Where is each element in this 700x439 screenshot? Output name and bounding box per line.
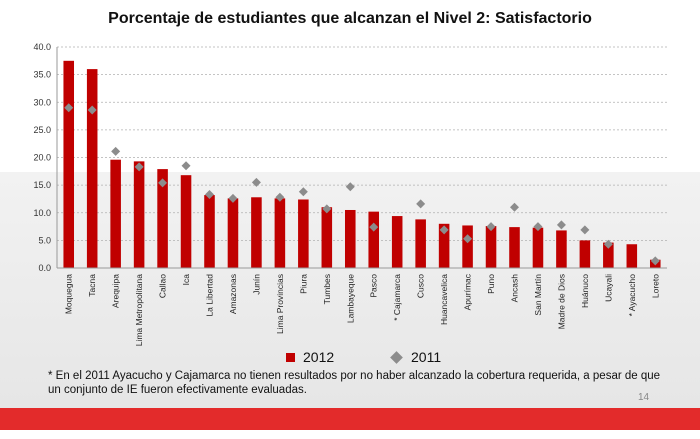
- bar-2012: [391, 216, 403, 268]
- category-label: Huánuco: [580, 274, 590, 308]
- category-label: Huancavelica: [439, 274, 449, 325]
- chart-title: Porcentaje de estudiantes que alcanzan e…: [108, 10, 592, 27]
- bar-2012: [86, 69, 98, 268]
- y-tick-label: 20.0: [33, 153, 51, 163]
- category-label: Callao: [158, 274, 168, 298]
- category-label: Ancash: [510, 274, 520, 303]
- category-label: Lima Metropolitana: [134, 274, 144, 347]
- marker-2011: [580, 225, 590, 235]
- bar-2012: [251, 197, 262, 268]
- bar-2012: [321, 207, 333, 268]
- legend-label-2011: 2011: [411, 349, 442, 365]
- page-number: 14: [638, 392, 650, 403]
- marker-2011: [228, 193, 238, 203]
- legend-item-2012: 2012: [286, 349, 334, 365]
- y-tick-label: 25.0: [33, 125, 51, 135]
- category-label: La Libertad: [205, 274, 215, 317]
- marker-2011: [251, 177, 261, 187]
- legend: 2012 2011: [0, 349, 700, 367]
- marker-2011: [345, 182, 355, 192]
- category-label: Arequipa: [111, 274, 121, 308]
- y-tick-label: 10.0: [33, 208, 51, 218]
- y-tick-label: 30.0: [33, 97, 51, 107]
- category-label: Cusco: [416, 274, 426, 298]
- marker-2011: [463, 234, 473, 244]
- marker-2011: [64, 103, 74, 113]
- bar-2012: [368, 211, 380, 268]
- bar-2012: [462, 225, 473, 268]
- category-label: San Martín: [533, 274, 543, 316]
- marker-2011: [650, 256, 660, 266]
- marker-2011: [510, 202, 519, 212]
- category-label: Junín: [251, 274, 261, 295]
- category-label: Piura: [298, 274, 308, 294]
- y-tick-label: 0.0: [38, 263, 51, 273]
- marker-2011: [111, 146, 121, 156]
- category-label: Tacna: [87, 274, 97, 297]
- bar-2012: [227, 198, 239, 268]
- marker-2011: [87, 105, 97, 115]
- category-label: Apurímac: [463, 273, 473, 310]
- category-label: Moquegua: [64, 274, 74, 314]
- bar-2012: [298, 199, 309, 268]
- marker-2011: [486, 222, 496, 232]
- marker-2011: [298, 187, 308, 197]
- bar-2012: [532, 227, 544, 268]
- marker-2011: [533, 222, 543, 232]
- bar-2012: [485, 226, 497, 268]
- bar-2012: [180, 175, 192, 268]
- bottom-accent-bar: [0, 408, 700, 430]
- marker-2011: [158, 178, 168, 188]
- bar-2012: [626, 244, 638, 268]
- bar-2012: [603, 242, 614, 268]
- bar-2012: [133, 161, 145, 268]
- category-label: Madre de Dios: [556, 274, 566, 329]
- bar-2012: [274, 198, 286, 268]
- bar-2012: [344, 209, 356, 268]
- marker-2011: [439, 225, 449, 235]
- bar-2012: [110, 159, 121, 268]
- legend-marker-2011: [390, 350, 403, 364]
- marker-2011: [134, 162, 144, 172]
- marker-2011: [181, 161, 191, 171]
- category-label: * Ayacucho: [627, 274, 637, 317]
- category-label: Lambayeque: [345, 274, 355, 323]
- category-label: Ucayali: [603, 274, 613, 302]
- marker-2011: [603, 239, 613, 249]
- y-tick-label: 5.0: [38, 235, 51, 245]
- category-label: Pasco: [369, 274, 379, 298]
- bar-2012: [509, 227, 520, 268]
- category-label: Loreto: [650, 274, 660, 298]
- y-tick-label: 15.0: [33, 180, 51, 190]
- bar-2012: [415, 219, 426, 268]
- bar-2012: [63, 60, 75, 268]
- category-label: Tumbes: [322, 274, 332, 304]
- y-tick-label: 40.0: [33, 42, 51, 52]
- marker-2011: [275, 192, 285, 202]
- legend-label-2012: 2012: [303, 349, 335, 365]
- marker-2011: [556, 220, 566, 230]
- bar-2012: [579, 240, 591, 268]
- footnote: * En el 2011 Ayacucho y Cajamarca no tie…: [48, 370, 661, 396]
- marker-2011: [322, 204, 332, 214]
- legend-item-2011: 2011: [390, 349, 442, 365]
- marker-2011: [416, 199, 426, 209]
- y-tick-label: 35.0: [33, 70, 51, 80]
- category-label: Ica: [181, 274, 191, 286]
- bar-2012: [157, 169, 168, 268]
- bar-2012: [438, 223, 450, 268]
- category-label: Amazonas: [228, 274, 238, 314]
- marker-2011: [205, 190, 214, 200]
- category-label: * Cajamarca: [392, 274, 402, 321]
- category-label: Lima Provincias: [275, 274, 285, 334]
- bar-2012: [204, 195, 215, 268]
- marker-2011: [369, 222, 379, 232]
- bar-2012: [556, 230, 567, 268]
- legend-swatch-2012: [286, 352, 295, 362]
- category-label: Puno: [486, 274, 496, 294]
